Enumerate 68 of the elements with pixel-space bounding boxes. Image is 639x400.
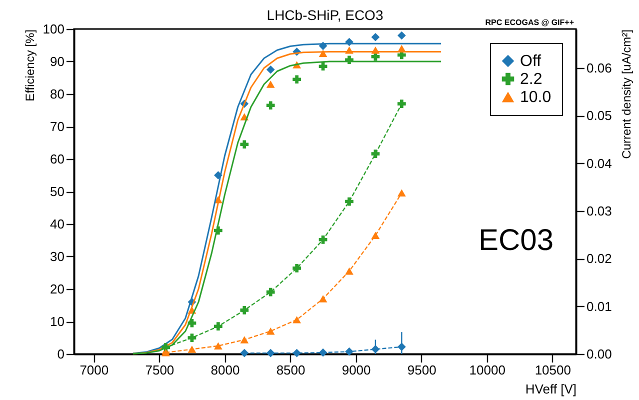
point (188, 346, 196, 353)
point (188, 334, 196, 342)
point (371, 345, 380, 354)
point (214, 342, 222, 350)
point (292, 75, 302, 84)
point (397, 342, 406, 352)
y2-tick-label: 0.06 (586, 60, 612, 76)
point (266, 348, 275, 358)
x-axis-title: HVeff [V] (525, 382, 576, 396)
legend-label: 2.2 (520, 71, 542, 88)
point (371, 150, 380, 158)
point (292, 348, 302, 358)
x-tick-label: 10000 (469, 362, 506, 378)
point (397, 100, 406, 108)
y-tick-label: 90 (50, 54, 64, 69)
point (318, 235, 328, 244)
point (371, 232, 380, 239)
y-tick-label: 20 (50, 282, 64, 296)
point (240, 348, 249, 358)
chart-title: LHCb-SHiP, ECO3 (266, 7, 384, 23)
x-tick-label: 9500 (407, 362, 436, 378)
point (397, 189, 406, 197)
point (318, 62, 328, 71)
y-tick-label: 100 (42, 22, 64, 36)
point (240, 140, 249, 149)
legend-label: 10.0 (520, 89, 552, 106)
x-tick-label: 8500 (276, 362, 306, 378)
annotation: EC03 (478, 224, 554, 257)
y2-tick-label: 0.01 (586, 298, 612, 314)
y-tick-label: 70 (50, 119, 64, 134)
point (266, 101, 275, 110)
point (345, 267, 354, 275)
point (292, 264, 302, 272)
point (240, 336, 249, 344)
point (266, 65, 275, 74)
y2-axis-title: Current density [uA/cm²] (620, 30, 634, 159)
y-axis-title: Efficiency [%] (22, 30, 37, 102)
point (371, 32, 380, 42)
point (345, 197, 354, 206)
x-tick-label: 8000 (210, 362, 240, 378)
y-tick-label: 10 (50, 314, 64, 329)
y2-tick-label: 0.00 (586, 346, 612, 362)
y-tick-label: 40 (50, 216, 64, 232)
y-tick-label: 50 (50, 184, 64, 199)
point (266, 328, 275, 335)
y2-tick-label: 0.02 (586, 251, 612, 266)
x-tick-label: 7500 (145, 362, 174, 378)
point (397, 31, 406, 40)
point (318, 295, 328, 302)
y-tick-label: 80 (50, 86, 64, 102)
y2-tick-label: 0.04 (586, 156, 612, 171)
y2-tick-label: 0.03 (586, 204, 612, 219)
point (214, 322, 222, 331)
x-tick-label: 10500 (534, 362, 571, 378)
point (266, 80, 275, 88)
point (292, 316, 302, 324)
point (345, 347, 354, 356)
x-tick-label: 9000 (342, 362, 371, 378)
y2-tick-label: 0.05 (586, 108, 612, 124)
point (240, 306, 249, 314)
point (266, 288, 275, 296)
x-tick-label: 7000 (80, 362, 109, 378)
point (318, 348, 328, 357)
y-tick-label: 30 (50, 249, 64, 264)
legend-label: Off (520, 53, 542, 70)
text: RPC ECOGAS @ GIF++ (485, 18, 574, 27)
y-tick-label: 0 (57, 346, 64, 362)
y-tick-label: 60 (50, 152, 64, 166)
